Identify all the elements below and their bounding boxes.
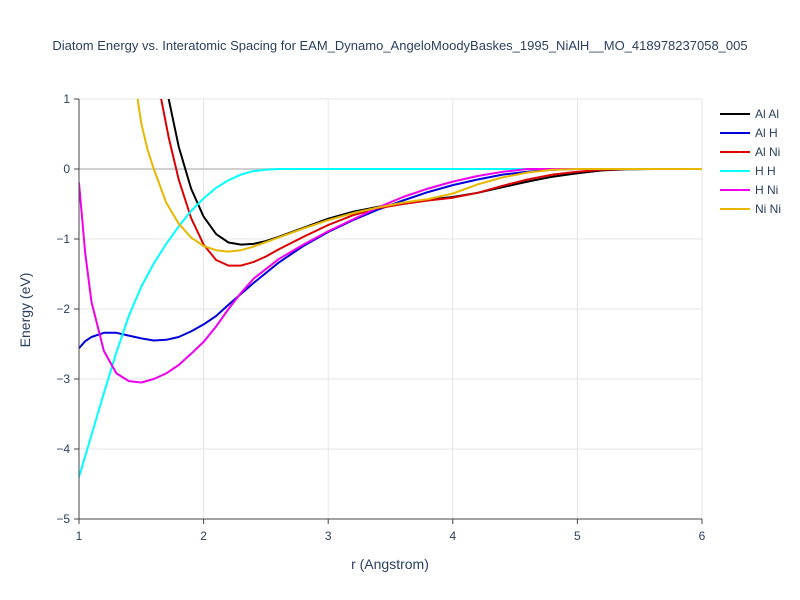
y-axis-title: Energy (eV)	[17, 273, 33, 348]
x-axis-title: r (Angstrom)	[351, 556, 429, 572]
legend-item-al-al[interactable]: Al Al	[720, 107, 779, 121]
axes	[74, 98, 703, 524]
series-line-h-h	[79, 168, 702, 478]
legend-item-h-ni[interactable]: H Ni	[720, 183, 778, 197]
legend-item-ni-ni[interactable]: Ni Ni	[720, 202, 781, 216]
legend-label: H Ni	[755, 183, 778, 197]
y-tick-label: 0	[63, 162, 70, 176]
x-tick-label: 4	[449, 529, 456, 543]
x-tick-label: 1	[76, 529, 83, 543]
legend-label: Al H	[755, 126, 778, 140]
series-line-ni-ni	[136, 99, 702, 253]
y-tick-label: −1	[56, 232, 70, 246]
y-tick-label: 1	[63, 92, 70, 106]
y-tick-label: −4	[56, 442, 70, 456]
y-tick-label: −2	[56, 302, 70, 316]
y-tick-label: −3	[56, 372, 70, 386]
series-line-al-ni	[160, 99, 702, 267]
legend-label: Al Al	[755, 107, 779, 121]
legend-label: Ni Ni	[755, 202, 781, 216]
tick-labels: 1 2 3 4 5 6 −5 −4 −3 −2 −1 0 1	[56, 92, 705, 543]
series-line-h-ni	[79, 168, 702, 384]
y-tick-label: −5	[56, 512, 70, 526]
series-line-al-h	[79, 168, 702, 350]
legend-label: Al Ni	[755, 145, 780, 159]
legend-item-al-h[interactable]: Al H	[720, 126, 778, 140]
x-tick-label: 3	[325, 529, 332, 543]
x-tick-label: 2	[200, 529, 207, 543]
series-lines	[79, 99, 702, 478]
legend-label: H H	[755, 164, 776, 178]
legend[interactable]: Al Al Al H Al Ni H H H Ni Ni Ni	[720, 107, 781, 216]
x-tick-label: 6	[699, 529, 706, 543]
series-line-al-al	[167, 99, 702, 246]
legend-item-h-h[interactable]: H H	[720, 164, 776, 178]
chart-title: Diatom Energy vs. Interatomic Spacing fo…	[52, 38, 747, 53]
legend-item-al-ni[interactable]: Al Ni	[720, 145, 780, 159]
x-tick-label: 5	[574, 529, 581, 543]
grid-lines	[79, 98, 703, 519]
